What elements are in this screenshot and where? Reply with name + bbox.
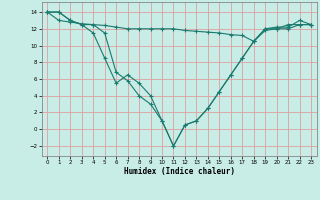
X-axis label: Humidex (Indice chaleur): Humidex (Indice chaleur)	[124, 167, 235, 176]
